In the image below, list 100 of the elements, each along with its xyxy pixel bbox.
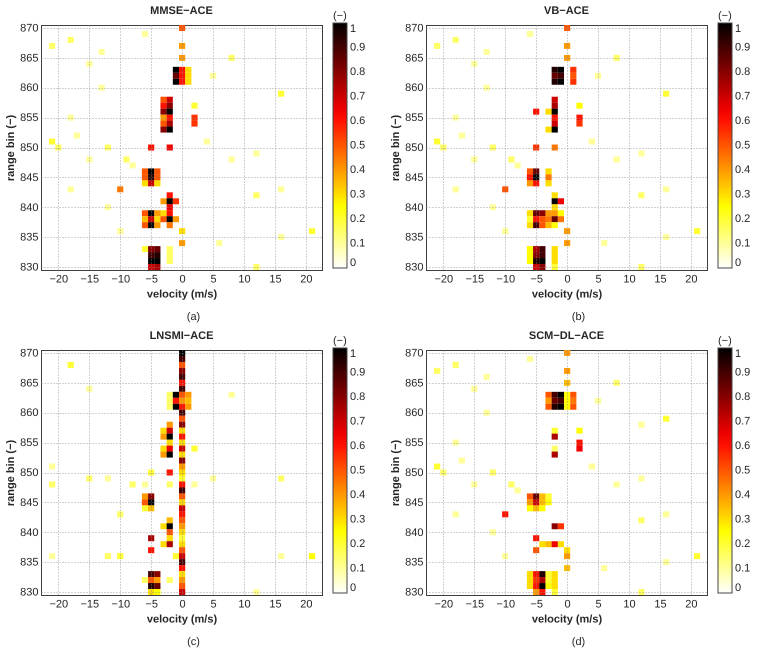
x-tick-label: 0 (564, 598, 571, 610)
color-bar-label: 0.4 (350, 489, 366, 501)
y-axis-title: range bin (−) (5, 440, 18, 506)
color-bar-label: 0.5 (735, 464, 750, 476)
x-tick-label: −20 (49, 274, 68, 286)
y-tick-label: 835 (20, 556, 38, 569)
y-tick-label: 865 (405, 52, 424, 64)
color-bar-label: 0 (735, 582, 742, 594)
color-bar-label: 0.8 (350, 391, 366, 403)
y-tick-label: 835 (20, 232, 38, 244)
color-bar-label: 0.1 (350, 562, 366, 574)
y-tick-label: 840 (405, 202, 424, 214)
color-bar-title: (−) (718, 335, 732, 347)
x-tick-label: −10 (496, 598, 516, 610)
x-tick-label: 10 (238, 598, 251, 610)
x-tick-label: 10 (623, 274, 636, 286)
x-tick-label: 15 (269, 598, 282, 610)
text: (b) (572, 311, 586, 323)
text: (d) (572, 636, 586, 648)
y-tick-label: 850 (405, 467, 424, 479)
color-bar-label: 0 (350, 582, 356, 594)
x-tick-label: −5 (530, 598, 543, 610)
color-bar-label: 0.9 (350, 366, 366, 378)
color-bar-label: 0.5 (350, 464, 366, 476)
x-tick-label: −10 (496, 274, 516, 286)
color-bar-label: 0.7 (735, 416, 750, 428)
color-bar-label: 0.6 (350, 440, 366, 452)
color-bar-label: 0.9 (350, 42, 366, 54)
y-tick-label: 855 (20, 437, 38, 450)
color-bar-label: 0.7 (350, 416, 366, 428)
color-bar-label: 0.8 (350, 66, 366, 78)
y-tick-label: 860 (405, 82, 424, 94)
y-tick-label: 860 (20, 82, 38, 94)
x-tick-label: −20 (434, 598, 454, 610)
y-tick-label: 845 (405, 172, 424, 184)
y-tick-label: 855 (20, 112, 38, 124)
x-tick-label: 10 (238, 274, 251, 286)
x-tick-label: 5 (596, 274, 602, 286)
color-bar-label: 1 (735, 348, 742, 360)
chart-title: SCM−DL−ACE (528, 330, 604, 342)
x-axis-title: velocity (m/s) (146, 288, 218, 300)
x-tick-label: 15 (269, 274, 282, 286)
color-bar-label: 1 (350, 23, 356, 35)
x-tick-label: −5 (530, 274, 543, 286)
chart-title: LNSMI−ACE (150, 330, 214, 342)
y-tick-label: 870 (20, 22, 38, 34)
y-tick-label: 830 (405, 586, 424, 599)
color-bar-label: 0.2 (735, 213, 750, 225)
x-axis-title: velocity (m/s) (146, 614, 218, 626)
x-axis-title: velocity (m/s) (532, 614, 602, 626)
x-tick-label: 0 (180, 598, 186, 610)
text: (a) (186, 311, 200, 323)
y-tick-label: 855 (405, 112, 424, 124)
color-bar-label: 0.9 (735, 42, 750, 54)
y-tick-label: 840 (20, 526, 38, 539)
x-tick-label: 20 (300, 274, 313, 286)
color-bar-label: 0.9 (735, 366, 750, 378)
x-tick-label: −5 (145, 274, 158, 286)
y-tick-label: 845 (20, 496, 38, 509)
color-bar-title: (−) (333, 335, 347, 347)
x-tick-label: 10 (623, 598, 636, 610)
y-tick-label: 830 (20, 586, 38, 599)
chart-title: VB−ACE (544, 5, 589, 17)
y-tick-label: 870 (20, 347, 38, 360)
color-bar-label: 0.8 (735, 66, 750, 78)
y-tick-label: 845 (405, 496, 424, 509)
color-bar-label: 0.6 (735, 440, 750, 452)
x-tick-label: −10 (111, 598, 130, 610)
y-tick-label: 870 (405, 347, 424, 360)
color-bar-label: 0.3 (735, 188, 750, 200)
text: (c) (187, 636, 200, 648)
y-tick-label: 865 (20, 377, 38, 390)
x-tick-label: 15 (654, 598, 667, 610)
x-tick-label: 15 (654, 274, 667, 286)
color-bar-label: 0.4 (735, 489, 750, 501)
color-bar-label: 0.3 (735, 514, 750, 526)
y-tick-label: 865 (20, 52, 38, 64)
x-tick-label: −15 (80, 598, 100, 610)
color-bar-label: 0.6 (735, 115, 750, 127)
y-tick-label: 860 (20, 407, 38, 420)
x-tick-label: 0 (564, 274, 571, 286)
x-tick-label: 5 (210, 274, 217, 286)
color-bar-label: 0.2 (350, 213, 366, 225)
x-tick-label: −15 (465, 598, 484, 610)
color-bar-label: 0.2 (735, 538, 750, 550)
x-tick-label: −15 (80, 274, 100, 286)
y-tick-label: 840 (20, 202, 38, 214)
y-axis-title: range bin (−) (5, 114, 18, 182)
y-tick-label: 850 (20, 467, 38, 479)
x-tick-label: 5 (596, 598, 602, 610)
chart-title: MMSE−ACE (150, 5, 213, 17)
color-bar-label: 1 (735, 23, 742, 35)
y-axis-title: range bin (−) (390, 114, 402, 182)
y-tick-label: 850 (20, 142, 38, 154)
color-bar-label: 0.1 (735, 238, 750, 250)
x-tick-label: −15 (465, 274, 484, 286)
color-bar-label: 0.2 (350, 538, 366, 550)
color-bar-label: 0.7 (735, 90, 750, 102)
color-bar-label: 1 (350, 348, 356, 360)
x-tick-label: −20 (49, 598, 68, 610)
